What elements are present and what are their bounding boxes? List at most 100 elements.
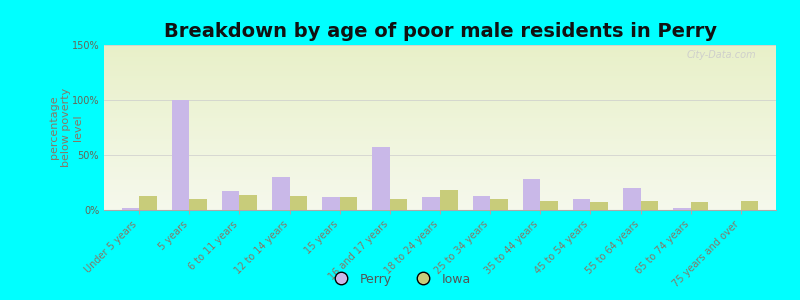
Bar (104, 66, 776, 68)
Legend: Perry, Iowa: Perry, Iowa (324, 268, 476, 291)
Bar (104, 112, 776, 114)
Bar (104, 93, 776, 94)
Bar (104, 184, 776, 185)
Bar (104, 96, 776, 98)
Bar (104, 157, 776, 159)
Bar (104, 76, 776, 78)
Bar (104, 114, 776, 116)
Bar (104, 78, 776, 80)
Bar (104, 68, 776, 70)
Bar (104, 71, 776, 73)
Bar (104, 177, 776, 178)
Bar (641, 201, 658, 210)
Bar (104, 118, 776, 119)
Bar (104, 116, 776, 118)
Bar (104, 178, 776, 180)
Bar (741, 201, 758, 210)
Bar (104, 46, 776, 48)
Bar (104, 174, 776, 175)
Bar (190, 199, 207, 210)
Bar (104, 131, 776, 132)
Bar (104, 94, 776, 96)
Bar (222, 191, 239, 210)
Bar (104, 91, 776, 93)
Bar (104, 203, 776, 205)
Bar (104, 182, 776, 184)
Bar (104, 128, 776, 129)
Bar (104, 101, 776, 103)
Bar (104, 137, 776, 139)
Bar (104, 88, 776, 89)
Bar (122, 208, 139, 210)
Bar (104, 89, 776, 91)
Bar (104, 124, 776, 126)
Bar (104, 187, 776, 188)
Bar (540, 201, 558, 210)
Bar (104, 106, 776, 108)
Bar (104, 160, 776, 162)
Bar (104, 83, 776, 85)
Bar (104, 202, 776, 203)
Bar (104, 197, 776, 199)
Bar (104, 151, 776, 152)
Bar (104, 53, 776, 55)
Bar (104, 149, 776, 151)
Bar (104, 108, 776, 109)
Bar (104, 132, 776, 134)
Bar (104, 48, 776, 50)
Bar (104, 134, 776, 136)
Bar (104, 207, 776, 208)
Bar (104, 154, 776, 155)
Bar (104, 192, 776, 194)
Bar (104, 70, 776, 71)
Text: City-Data.com: City-Data.com (686, 50, 756, 60)
Bar (104, 195, 776, 197)
Bar (104, 45, 776, 46)
Bar (104, 63, 776, 65)
Bar (104, 175, 776, 177)
Bar (272, 177, 290, 210)
Bar (104, 155, 776, 157)
Bar (104, 141, 776, 142)
Bar (104, 169, 776, 170)
Bar (104, 52, 776, 53)
Bar (590, 202, 608, 210)
Bar (104, 99, 776, 101)
Bar (104, 56, 776, 58)
Bar (104, 98, 776, 99)
Bar (104, 165, 776, 167)
Bar (473, 196, 490, 210)
Bar (104, 180, 776, 182)
Bar (104, 55, 776, 56)
Bar (104, 119, 776, 121)
Bar (104, 172, 776, 174)
Bar (104, 86, 776, 88)
Bar (104, 170, 776, 172)
Bar (573, 199, 590, 210)
Bar (104, 122, 776, 124)
Bar (422, 197, 440, 210)
Title: Breakdown by age of poor male residents in Perry: Breakdown by age of poor male residents … (163, 22, 717, 41)
Bar (104, 50, 776, 52)
Bar (104, 199, 776, 200)
Bar (104, 185, 776, 187)
Bar (290, 196, 307, 210)
Bar (104, 111, 776, 112)
Bar (104, 81, 776, 83)
Bar (104, 142, 776, 144)
Bar (104, 200, 776, 202)
Bar (322, 197, 340, 210)
Bar (104, 159, 776, 160)
Bar (104, 75, 776, 76)
Bar (104, 188, 776, 190)
Bar (390, 199, 407, 210)
Bar (104, 80, 776, 81)
Bar (104, 58, 776, 60)
Bar (104, 65, 776, 66)
Bar (440, 190, 458, 210)
Bar (104, 194, 776, 195)
Bar (104, 208, 776, 210)
Bar (104, 60, 776, 61)
Y-axis label: percentage
below poverty
level: percentage below poverty level (50, 88, 82, 167)
Bar (690, 202, 708, 210)
